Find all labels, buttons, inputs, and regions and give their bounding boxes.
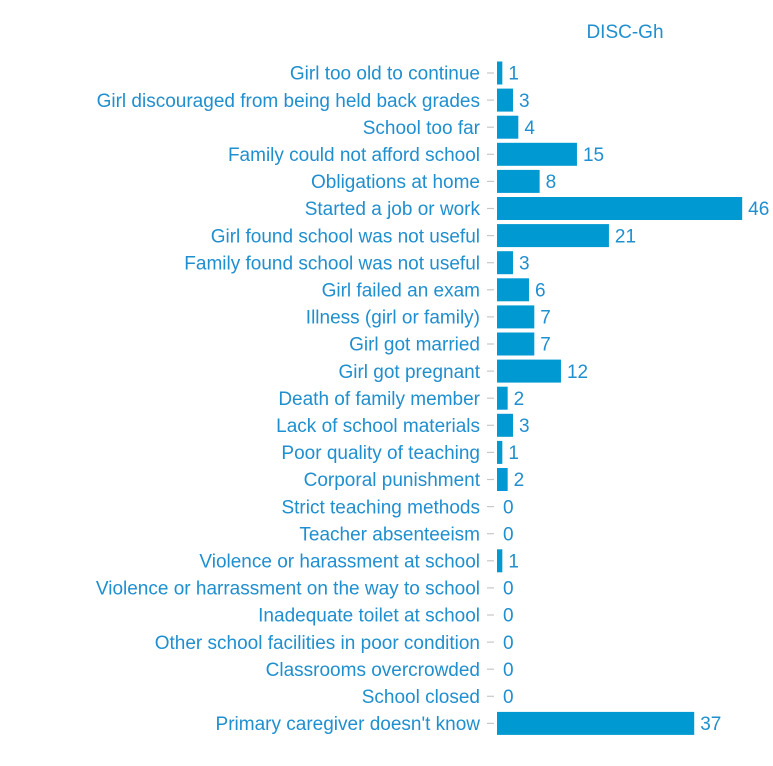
bar — [497, 251, 513, 275]
category-label: Girl got married — [349, 335, 480, 356]
bar-row: Illness (girl or family) 7 — [306, 305, 551, 329]
bar — [497, 115, 519, 139]
category-label: Girl discouraged from being held back gr… — [97, 91, 480, 112]
bar — [497, 197, 743, 220]
bar-row: Poor quality of teaching 1 — [281, 440, 519, 464]
bar-row: Other school facilities in poor conditio… — [155, 633, 514, 654]
bar-row: Strict teaching methods 0 — [281, 497, 513, 518]
value-label: 2 — [514, 470, 525, 491]
value-label: 0 — [503, 579, 514, 600]
value-label: 4 — [524, 118, 535, 139]
bar-row: Family found school was not useful 3 — [184, 251, 530, 275]
value-label: 0 — [503, 606, 514, 627]
category-label: Other school facilities in poor conditio… — [155, 633, 480, 654]
value-label: 6 — [535, 280, 546, 301]
bar-row: Violence or harassment at school 1 — [199, 549, 519, 572]
bar — [497, 305, 535, 329]
category-label: Girl failed an exam — [322, 280, 480, 301]
bar — [497, 61, 503, 85]
category-label: Started a job or work — [305, 199, 481, 220]
bar-row: Lack of school materials 3 — [276, 413, 530, 437]
category-label: Classrooms overcrowded — [266, 660, 480, 681]
bar — [497, 440, 503, 464]
category-label: Strict teaching methods — [281, 497, 480, 518]
value-label: 37 — [700, 714, 721, 735]
bar — [497, 386, 508, 410]
value-label: 2 — [514, 389, 525, 410]
category-label: Family could not afford school — [228, 145, 480, 166]
bar — [497, 549, 503, 573]
bar-row: Started a job or work 46 — [305, 197, 769, 220]
category-label: Poor quality of teaching — [281, 443, 480, 464]
category-label: Teacher absenteeism — [299, 524, 480, 545]
bar-row: Girl found school was not useful 21 — [211, 224, 636, 247]
bar-row: Family could not afford school 15 — [228, 142, 604, 166]
bar-row: Classrooms overcrowded 0 — [266, 660, 514, 681]
value-label: 0 — [503, 633, 514, 654]
bar — [497, 413, 513, 437]
category-label: Illness (girl or family) — [306, 308, 480, 329]
category-label: Violence or harrassment on the way to sc… — [96, 579, 480, 600]
panel-title: DISC-Gh — [586, 22, 663, 43]
value-label: 0 — [503, 524, 514, 545]
category-label: School too far — [363, 118, 481, 139]
bar-row: Teacher absenteeism 0 — [299, 524, 513, 545]
value-label: 8 — [546, 172, 557, 193]
value-label: 3 — [519, 91, 530, 112]
value-label: 0 — [503, 660, 514, 681]
category-label: Girl found school was not useful — [211, 226, 480, 247]
bar — [497, 88, 513, 112]
value-label: 3 — [519, 416, 530, 437]
value-label: 1 — [508, 443, 519, 464]
value-label: 0 — [503, 497, 514, 518]
category-label: Inadequate toilet at school — [258, 606, 480, 627]
value-label: 7 — [540, 335, 551, 356]
bar-row: Girl got married 7 — [349, 332, 551, 356]
bar — [497, 468, 508, 491]
category-label: Family found school was not useful — [184, 253, 480, 274]
category-label: Primary caregiver doesn't know — [216, 714, 481, 735]
value-label: 46 — [748, 199, 769, 220]
value-label: 12 — [567, 362, 588, 383]
bar — [497, 169, 540, 193]
bar-row: Girl discouraged from being held back gr… — [97, 88, 530, 112]
value-label: 0 — [503, 687, 514, 708]
bar — [497, 332, 535, 356]
category-label: Corporal punishment — [304, 470, 481, 491]
category-label: Girl got pregnant — [338, 362, 480, 383]
bar-row: School closed 0 — [362, 687, 514, 708]
category-label: School closed — [362, 687, 480, 708]
category-label: Death of family member — [278, 389, 480, 410]
bar-row: Girl failed an exam 6 — [322, 278, 546, 301]
bar — [497, 142, 577, 166]
value-label: 1 — [508, 551, 519, 572]
bar — [497, 278, 529, 302]
bar-row: Primary caregiver doesn't know 37 — [216, 711, 721, 735]
bar-row: Violence or harrassment on the way to sc… — [96, 579, 514, 600]
value-label: 7 — [540, 308, 551, 329]
bar-row: Obligations at home 8 — [311, 169, 557, 193]
value-label: 21 — [615, 226, 636, 247]
bar-row: Inadequate toilet at school 0 — [258, 606, 513, 627]
category-label: Violence or harassment at school — [199, 551, 480, 572]
value-label: 1 — [508, 64, 519, 85]
bar — [497, 711, 695, 735]
bar-row: Corporal punishment 2 — [304, 468, 525, 491]
bar — [497, 224, 609, 248]
bar — [497, 359, 561, 383]
bars-layer: Girl too old to continue 1 Girl discourage… — [96, 61, 769, 735]
bar-row: Girl too old to continue 1 — [290, 61, 519, 85]
category-label: Obligations at home — [311, 172, 480, 193]
bar-row: Girl got pregnant 12 — [338, 359, 588, 383]
category-label: Girl too old to continue — [290, 64, 480, 85]
bar-row: School too far 4 — [363, 115, 535, 139]
category-label: Lack of school materials — [276, 416, 480, 437]
bar-row: Death of family member 2 — [278, 386, 525, 410]
value-label: 15 — [583, 145, 604, 166]
value-label: 3 — [519, 253, 530, 274]
